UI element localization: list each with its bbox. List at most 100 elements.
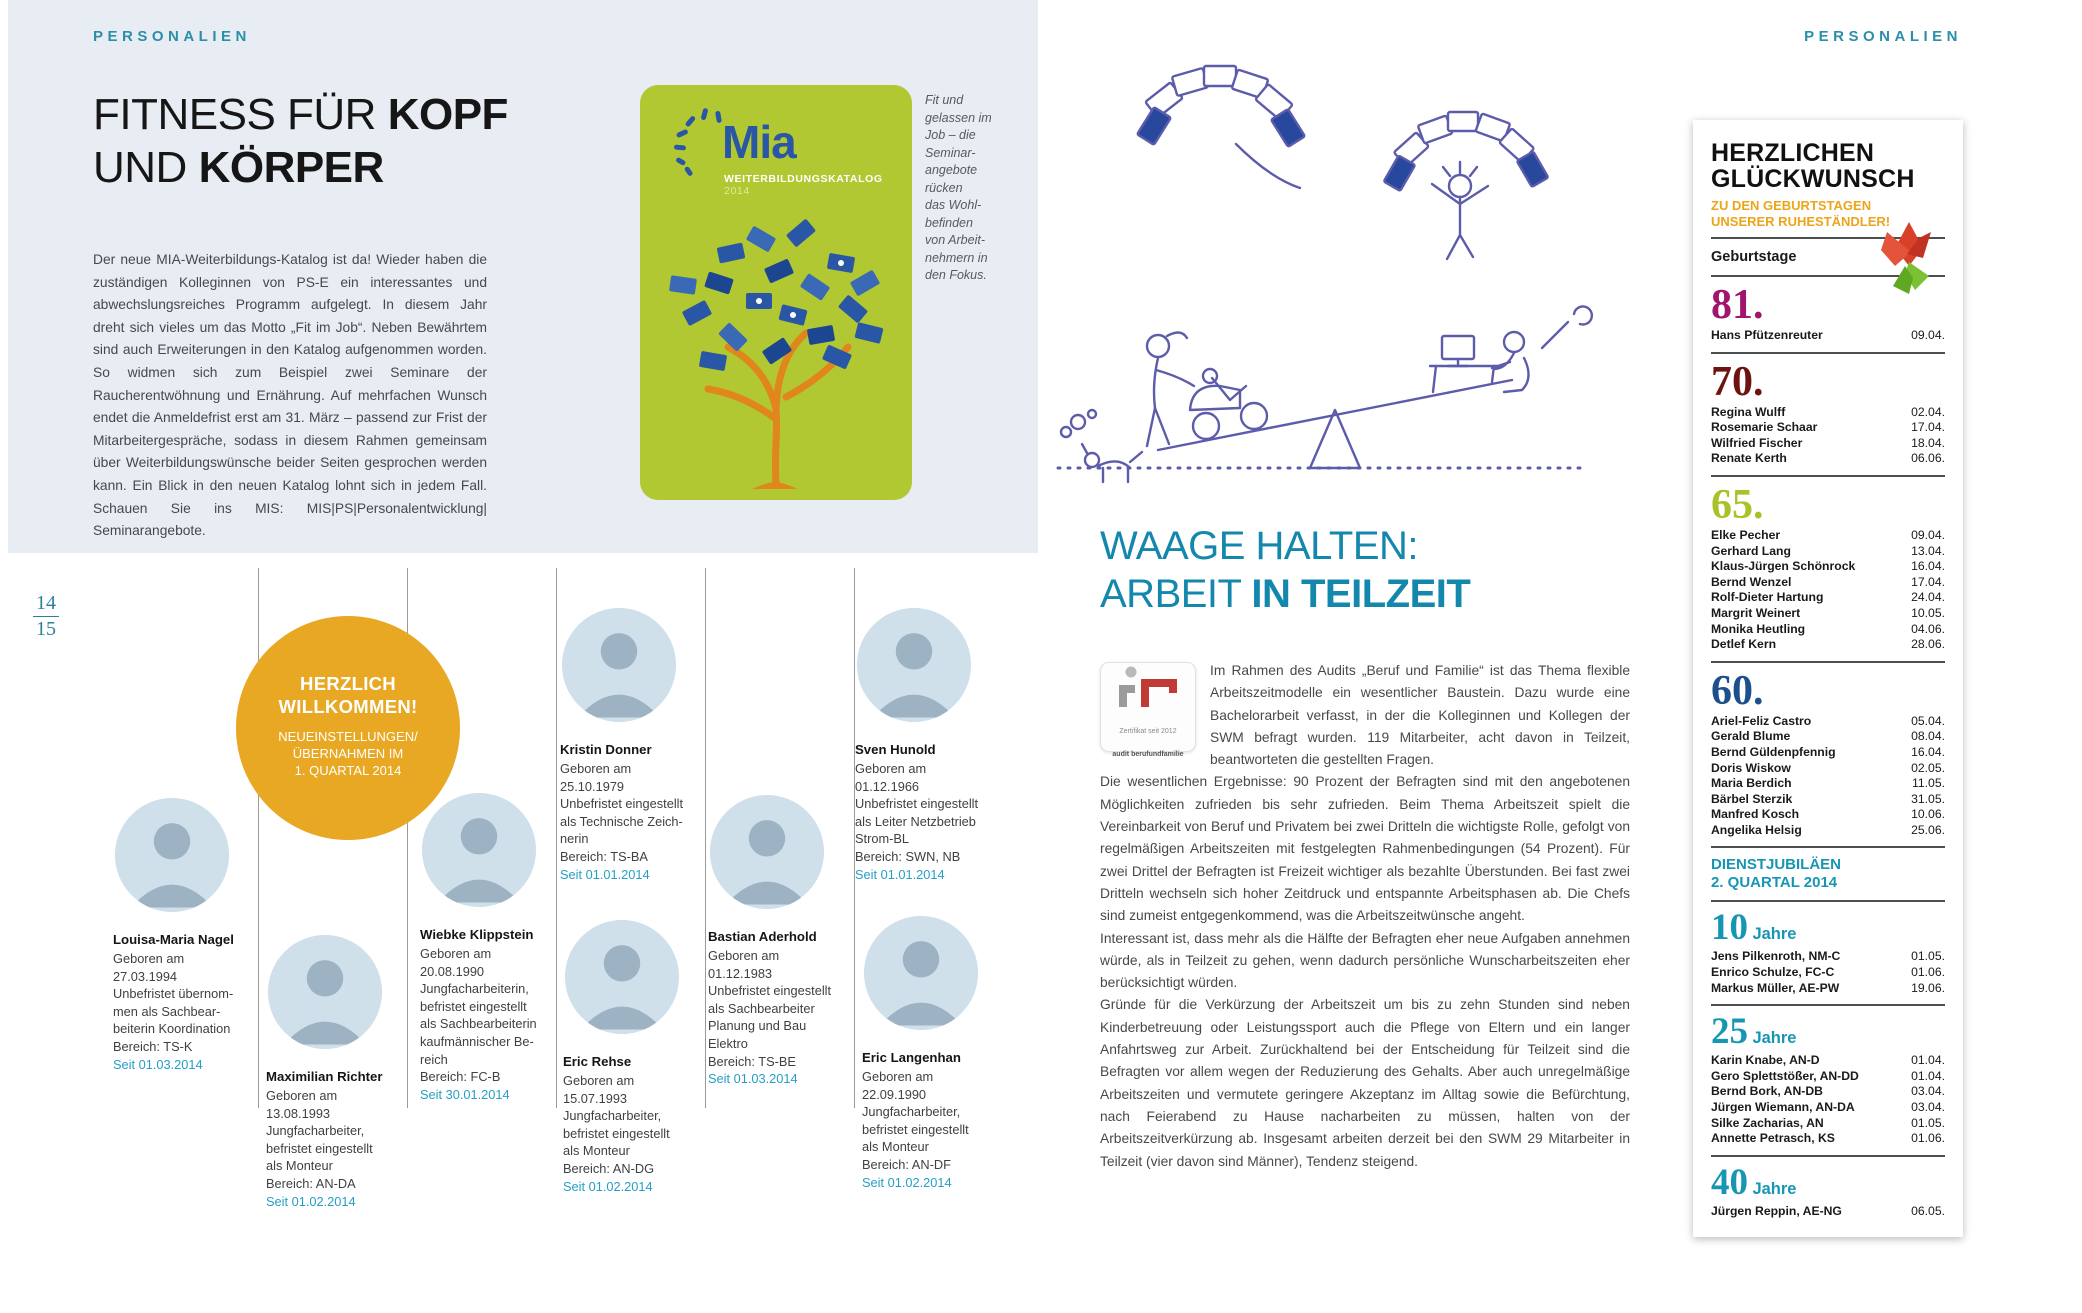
jubilee-years-heading: 10 Jahre: [1711, 909, 1945, 946]
badge-line1: Zertifikat seit 2012: [1119, 728, 1177, 736]
sidebar-title: HERZLICHEN GLÜCKWUNSCH: [1711, 140, 1945, 192]
employee-photo: [268, 935, 382, 1049]
person-date: 16.04.: [1911, 559, 1945, 574]
title-bold: KÖRPER: [198, 143, 385, 192]
employee-name: Louisa-Maria Nagel: [113, 932, 234, 947]
divider: [1711, 660, 1945, 663]
sidebar-title-line1: HERZLICHEN: [1711, 139, 1875, 167]
welcome-line2: WILLKOMMEN!: [278, 696, 418, 717]
mia-subtitle-text: WEITERBILDUNGSKATALOG: [724, 173, 883, 185]
employee-start-date: Seit 01.03.2014: [708, 1071, 798, 1087]
title-bold: KOPF: [387, 90, 509, 139]
employee-start-date: Seit 01.01.2014: [855, 866, 945, 882]
jubilee-row: Karin Knabe, AN-D 01.04.: [1711, 1053, 1945, 1069]
employee-card: Louisa-Maria Nagel Geboren am 27.03.1994…: [113, 798, 255, 1072]
mia-rays-icon: [673, 108, 722, 176]
teilzeit-title: WAAGE HALTEN: ARBEIT IN TEILZEIT: [1100, 522, 1471, 618]
jubilee-row: Jens Pilkenroth, NM-C 01.05.: [1711, 949, 1945, 965]
person-name: Angelika Helsig: [1711, 822, 1802, 837]
person-date: 16.04.: [1911, 744, 1945, 759]
birthdays-section-label: Geburtstage: [1711, 249, 1797, 265]
employee-details: Geboren am 15.07.1993 Jungfacharbeiter, …: [563, 1073, 670, 1176]
birthday-row: Manfred Kosch 10.06.: [1711, 807, 1945, 823]
person-date: 31.05.: [1911, 791, 1945, 806]
person-date: 09.04.: [1911, 328, 1945, 342]
employee-start-date: Seit 30.01.2014: [420, 1086, 510, 1102]
person-date: 18.04.: [1911, 435, 1945, 450]
sidebar-subtitle-line2: UNSERER RUHESTÄNDLER!: [1711, 213, 1891, 229]
person-date: 02.04.: [1911, 404, 1945, 419]
birthday-row: Bärbel Sterzik 31.05.: [1711, 792, 1945, 808]
person-name: Silke Zacharias, AN: [1711, 1115, 1824, 1130]
person-date: 13.04.: [1911, 543, 1945, 558]
employee-name: Bastian Aderhold: [708, 929, 817, 944]
person-name: Gerald Blume: [1711, 729, 1791, 744]
person-name: Bernd Wenzel: [1711, 574, 1792, 589]
section-header-right: PERSONALIEN: [1804, 28, 1962, 45]
audit-logo-icon: [1119, 666, 1177, 707]
employee-details: Geboren am 27.03.1994 Unbefristet überno…: [113, 951, 234, 1054]
birthday-age: 60.: [1711, 667, 1764, 714]
person-date: 11.05.: [1912, 776, 1945, 791]
employee-details: Geboren am 13.08.1993 Jungfacharbeiter, …: [266, 1088, 373, 1191]
person-date: 28.06.: [1911, 637, 1945, 652]
person-silhouette-icon: [422, 793, 536, 907]
person-date: 10.06.: [1911, 807, 1945, 822]
mia-logo: Mia WEITERBILDUNGSKATALOG 2014: [666, 107, 886, 197]
sidebar-subtitle-line1: ZU DEN GEBURTSTAGEN: [1711, 198, 1872, 213]
person-date: 10.05.: [1911, 605, 1945, 620]
person-date: 19.06.: [1911, 980, 1945, 995]
person-silhouette-icon: [864, 916, 978, 1030]
jubilee-row: Bernd Bork, AN-DB 03.04.: [1711, 1084, 1945, 1100]
section-header-left: PERSONALIEN: [93, 28, 251, 45]
person-date: 04.06.: [1911, 621, 1945, 636]
jubilee-years: 25: [1711, 1011, 1748, 1053]
employee-details: Geboren am 20.08.1990 Jungfacharbeiterin…: [420, 946, 537, 1085]
employee-name: Kristin Donner: [560, 742, 652, 757]
employee-card: Eric Rehse Geboren am 15.07.1993 Jungfac…: [563, 920, 705, 1194]
employee-photo: [115, 798, 229, 912]
person-name: Rolf-Dieter Hartung: [1711, 590, 1824, 605]
person-name: Jürgen Wiemann, AN-DA: [1711, 1100, 1855, 1115]
person-silhouette-icon: [115, 798, 229, 912]
person-silhouette-icon: [857, 608, 971, 722]
person-name: Margrit Weinert: [1711, 605, 1801, 620]
person-name: Bernd Bork, AN-DB: [1711, 1084, 1823, 1099]
teilzeit-title-line2: ARBEIT IN TEILZEIT: [1100, 570, 1471, 618]
birthday-row: Bernd Güldenpfennig 16.04.: [1711, 745, 1945, 761]
person-name: Gerhard Lang: [1711, 543, 1791, 558]
divider: [1711, 237, 1945, 239]
employee-details: Geboren am 01.12.1966 Unbefristet einges…: [855, 761, 979, 864]
employee-name: Maximilian Richter: [266, 1069, 383, 1084]
person-name: Bärbel Sterzik: [1711, 791, 1793, 806]
jubilee-row: Gero Splettstößer, AN-DD 01.04.: [1711, 1069, 1945, 1085]
person-date: 06.05.: [1911, 1203, 1945, 1218]
congratulations-sidebar: HERZLICHEN GLÜCKWUNSCH ZU DEN GEBURTSTAG…: [1693, 120, 1963, 1238]
birthday-row: Rosemarie Schaar 17.04.: [1711, 420, 1945, 436]
birthday-row: Elke Pecher 09.04.: [1711, 528, 1945, 544]
person-name: Gero Splettstößer, AN-DD: [1711, 1068, 1859, 1083]
page-number-top: 14: [33, 592, 59, 617]
teilzeit-paragraph: Im Rahmen des Audits „Beruf und Familie“…: [1210, 663, 1630, 768]
person-name: Karin Knabe, AN-D: [1711, 1053, 1820, 1068]
teilzeit-paragraph: Die wesentlichen Ergebnisse: 90 Prozent …: [1100, 774, 1630, 924]
employee-card: Maximilian Richter Geboren am 13.08.1993…: [266, 935, 408, 1209]
jubilee-row: Jürgen Reppin, AE-NG 06.05.: [1711, 1204, 1945, 1220]
person-date: 01.06.: [1911, 965, 1945, 980]
birthday-row: Angelika Helsig 25.06.: [1711, 823, 1945, 839]
employee-details: Geboren am 25.10.1979 Unbefristet einges…: [560, 761, 684, 864]
employee-card: Kristin Donner Geboren am 25.10.1979 Unb…: [560, 608, 702, 882]
book-tree-illustration: [669, 219, 884, 489]
fitness-title-line1: FITNESS FÜR KOPF: [93, 88, 508, 141]
person-date: 08.04.: [1911, 729, 1945, 744]
birthday-row: Ariel-Feliz Castro 05.04.: [1711, 714, 1945, 730]
person-name: Wilfried Fischer: [1711, 435, 1803, 450]
teilzeit-title-line1: WAAGE HALTEN:: [1100, 524, 1419, 568]
birthday-row: Regina Wulff 02.04.: [1711, 405, 1945, 421]
welcome-subtitle: NEUEINSTELLUNGEN/ ÜBERNAHMEN IM 1. QUART…: [278, 729, 418, 778]
divider: [1711, 846, 1945, 849]
catalog-caption: Fit und gelassen im Job – die Seminar- a…: [925, 93, 992, 282]
employee-start-date: Seit 01.01.2014: [560, 866, 650, 882]
page-number: 14 15: [33, 592, 59, 641]
divider: [1711, 1004, 1945, 1007]
